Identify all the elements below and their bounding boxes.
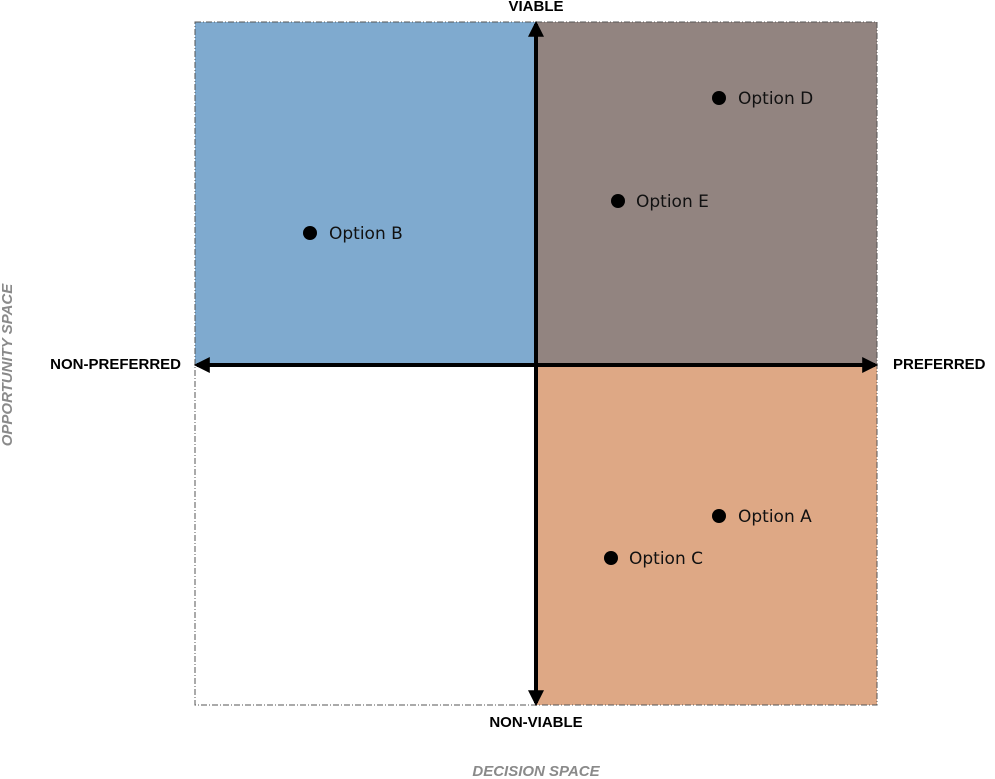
option-dot [712,509,726,523]
option: Option D [712,89,813,109]
axis-label-bottom: NON-VIABLE [489,714,582,731]
quadrant-bottom-right [536,365,877,705]
option-dot [303,226,317,240]
axis-label-left: NON-PREFERRED [50,356,181,373]
axis-label-right: PREFERRED [893,356,986,373]
option: Option C [604,549,703,569]
axis-label-top: VIABLE [508,0,563,15]
option-label: Option C [629,549,703,569]
option-dot [611,194,625,208]
vertical-title: OPPORTUNITY SPACE [0,283,16,447]
option-label: Option B [329,224,403,244]
option-dot [712,91,726,105]
option-dot [604,551,618,565]
option-label: Option A [738,507,812,527]
option-label: Option D [738,89,813,109]
option: Option A [712,507,812,527]
quadrant-top-left [195,22,536,365]
horizontal-title: DECISION SPACE [472,763,600,779]
quadrant-top-right [536,22,877,365]
option-label: Option E [636,192,709,212]
option: Option E [611,192,709,212]
option: Option B [303,224,403,244]
